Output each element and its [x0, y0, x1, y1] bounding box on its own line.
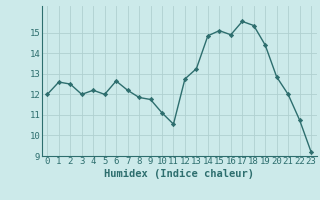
- X-axis label: Humidex (Indice chaleur): Humidex (Indice chaleur): [104, 169, 254, 179]
